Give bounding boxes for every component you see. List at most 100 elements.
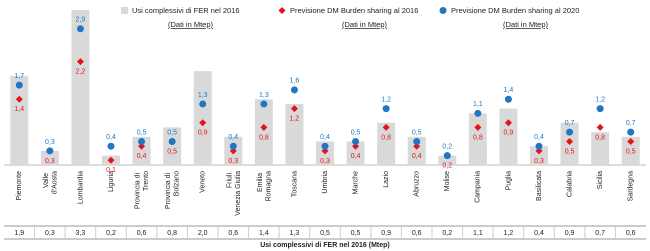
bar xyxy=(346,141,365,165)
legend-label: Previsione DM Burden sharing al 2020 xyxy=(451,6,579,15)
marker-2020 xyxy=(290,86,298,94)
x-tick-label: Sardegna xyxy=(628,171,635,201)
x-tick-label: Toscana xyxy=(291,171,298,197)
data-label-2020: 1,1 xyxy=(473,101,483,108)
x-tick-label: Umbria xyxy=(322,171,329,194)
bar-value-label: 1,1 xyxy=(473,230,483,237)
bar-value-label: 0,6 xyxy=(137,230,147,237)
marker-2016 xyxy=(382,123,390,131)
bar-value-label: 0,6 xyxy=(626,230,636,237)
data-label-2016: 0,4 xyxy=(137,153,147,160)
data-label-2016: 0,2 xyxy=(442,162,452,169)
bar-value-label: 0,4 xyxy=(534,230,544,237)
data-label-2016: 0,5 xyxy=(626,148,636,155)
marker-2020 xyxy=(504,95,512,103)
x-tick-label: Marche xyxy=(352,171,359,194)
x-tick-label: Friuli Venezia Giulia xyxy=(226,171,242,216)
bar xyxy=(377,122,396,165)
marker-2016 xyxy=(76,58,84,66)
x-tick-label: Lazio xyxy=(383,171,390,188)
marker-2020 xyxy=(199,100,207,108)
bar xyxy=(71,10,90,165)
data-label-2020: 0,4 xyxy=(320,134,330,141)
legend-label: Previsione DM Burden sharing al 2016 xyxy=(290,6,418,15)
data-label-2020: 1,6 xyxy=(290,78,300,85)
bar-value-label: 0,8 xyxy=(167,230,177,237)
x-tick-label: Campania xyxy=(475,171,482,203)
marker-2016 xyxy=(260,123,268,131)
marker-2020 xyxy=(627,128,635,136)
bar xyxy=(40,150,59,165)
data-label-2016: 0,8 xyxy=(381,134,391,141)
x-tick-label: Puglia xyxy=(505,171,512,191)
data-label-2016: 0,8 xyxy=(473,134,483,141)
data-label-2020: 0,4 xyxy=(534,134,544,141)
bar-value-label: 0,6 xyxy=(412,230,422,237)
marker-2020 xyxy=(535,142,543,150)
legend-label: Usi complessivi di FER nel 2016 xyxy=(132,6,240,15)
data-label-2016: 1,2 xyxy=(290,115,300,122)
legend-subtitle: (Dati in Mtep) xyxy=(342,20,388,29)
x-tick-label: Abruzzo xyxy=(414,171,421,197)
data-label-2016: 0,3 xyxy=(228,158,238,165)
marker-2020 xyxy=(46,147,54,155)
bar xyxy=(193,71,212,165)
data-label-2016: 0,4 xyxy=(412,153,422,160)
legend-swatch xyxy=(278,7,286,14)
bar-value-label: 0,5 xyxy=(320,230,330,237)
marker-2020 xyxy=(107,142,115,150)
bar-value-label: 0,9 xyxy=(565,230,575,237)
marker-2020 xyxy=(76,25,84,33)
data-label-2020: 0,4 xyxy=(228,134,238,141)
x-tick-label: Emilia Romagna xyxy=(257,171,273,201)
bar xyxy=(285,103,304,165)
legend-subtitle: (Dati in Mtep) xyxy=(168,20,214,29)
marker-2020 xyxy=(321,142,329,150)
data-label-2016: 0,4 xyxy=(351,153,361,160)
bar xyxy=(621,136,640,165)
data-label-2016: 0,5 xyxy=(565,148,575,155)
bar-value-label: 0,2 xyxy=(106,230,116,237)
legend-swatch xyxy=(121,7,128,14)
marker-2020 xyxy=(382,105,390,113)
x-tick-label: Veneto xyxy=(200,171,207,193)
marker-2016 xyxy=(627,138,635,146)
bar-value-label: 0,5 xyxy=(351,230,361,237)
marker-2016 xyxy=(15,95,23,103)
marker-2016 xyxy=(290,105,298,113)
x-tick-label: Valle d'Aosta xyxy=(43,171,59,194)
data-label-2016: 0,3 xyxy=(320,158,330,165)
data-label-2020: 1,2 xyxy=(381,96,391,103)
bar-value-label: 2,0 xyxy=(198,230,208,237)
bar-value-label: 1,3 xyxy=(290,230,300,237)
x-tick-label: Sicilia xyxy=(597,171,604,189)
x-tick-label: Molise xyxy=(444,171,451,191)
bar-value-label: 1,9 xyxy=(14,230,24,237)
bar xyxy=(407,136,426,165)
data-label-2020: 0,2 xyxy=(442,143,452,150)
marker-2020 xyxy=(566,128,574,136)
data-label-2020: 0,5 xyxy=(412,129,422,136)
legend-subtitle: (Dati in Mtep) xyxy=(503,20,549,29)
data-label-2016: 0,8 xyxy=(259,134,269,141)
x-tick-label: Piemonte xyxy=(16,171,23,201)
x-tick-label: Basilicata xyxy=(536,171,543,201)
data-label-2020: 0,7 xyxy=(626,120,636,127)
data-label-2020: 0,4 xyxy=(106,134,116,141)
marker-2020 xyxy=(260,100,268,108)
data-label-2016: 0,9 xyxy=(198,130,208,137)
data-label-2016: 2,2 xyxy=(76,69,86,76)
data-label-2020: 0,5 xyxy=(167,129,177,136)
marker-2016 xyxy=(566,138,574,146)
bar xyxy=(591,132,610,165)
bar-value-label: 0,2 xyxy=(442,230,452,237)
bar-value-label: 0,9 xyxy=(381,230,391,237)
marker-2020 xyxy=(474,109,482,117)
bar xyxy=(254,99,273,165)
data-label-2016: 0,3 xyxy=(534,158,544,165)
bar-value-label: 0,3 xyxy=(45,230,55,237)
marker-2020 xyxy=(352,138,360,146)
marker-2020 xyxy=(138,138,146,146)
marker-2020 xyxy=(413,138,421,146)
data-label-2020: 2,9 xyxy=(76,17,86,24)
